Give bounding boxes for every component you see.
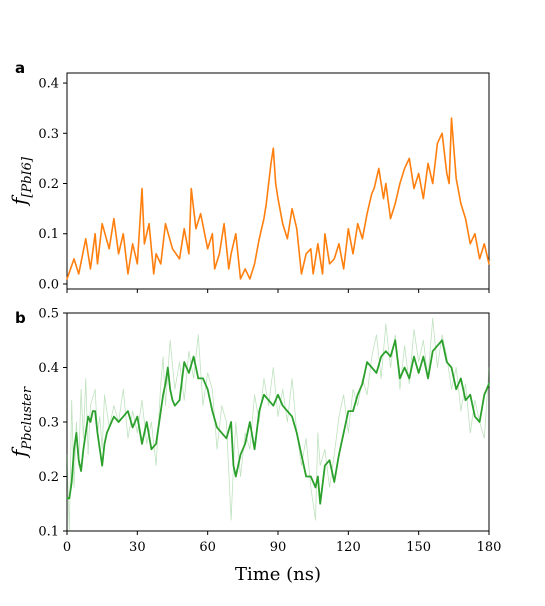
panel-b-x-tick-label: 150 bbox=[406, 540, 431, 555]
panel-b-label: b bbox=[15, 309, 26, 327]
panel-b-series bbox=[66, 318, 490, 532]
panel-b-raw-series-line bbox=[66, 318, 490, 532]
panel-a-y-ticks: 0.0 0.1 0.2 0.3 0.4 bbox=[38, 77, 67, 292]
panel-a-series bbox=[66, 117, 490, 280]
panel-b-x-ticks: 0 30 60 90 120 150 180 bbox=[63, 531, 502, 555]
panel-b-y-tick-label: 0.5 bbox=[38, 307, 59, 322]
panel-b-y-tick-label: 0.4 bbox=[38, 361, 59, 376]
panel-a-y-axis-label: f[PbI6] bbox=[7, 156, 35, 207]
panel-b-x-tick-label: 90 bbox=[270, 540, 287, 555]
panel-b-ylabel-sub: Pbcluster bbox=[20, 386, 35, 450]
panel-b: b 0.1 0.2 0.3 0.4 0.5 0 30 60 90 120 150 180 fPbcl… bbox=[7, 307, 501, 586]
panel-b-y-ticks: 0.1 0.2 0.3 0.4 0.5 bbox=[38, 307, 67, 540]
panel-a: a 0.0 0.1 0.2 0.3 0.4 f[PbI6] bbox=[7, 59, 490, 293]
panel-b-x-tick-label: 120 bbox=[336, 540, 361, 555]
panel-a-y-tick-label: 0.3 bbox=[38, 127, 59, 142]
panel-a-series-line bbox=[66, 117, 490, 280]
panel-b-y-tick-label: 0.2 bbox=[38, 470, 59, 485]
panel-b-x-tick-label: 60 bbox=[199, 540, 216, 555]
panel-b-x-tick-label: 0 bbox=[63, 540, 71, 555]
panel-b-y-axis-label: fPbcluster bbox=[7, 386, 35, 459]
panel-b-x-tick-label: 180 bbox=[477, 540, 502, 555]
panel-b-y-tick-label: 0.1 bbox=[38, 525, 59, 540]
panel-a-ylabel-sub: [PbI6] bbox=[20, 156, 35, 198]
panel-a-x-ticks bbox=[66, 289, 490, 293]
panel-a-y-tick-label: 0.2 bbox=[38, 177, 59, 192]
panel-b-y-tick-label: 0.3 bbox=[38, 416, 59, 431]
panel-a-y-tick-label: 0.0 bbox=[38, 277, 59, 292]
panel-a-label: a bbox=[15, 59, 25, 77]
panel-b-x-tick-label: 30 bbox=[129, 540, 146, 555]
panel-a-y-tick-label: 0.1 bbox=[38, 227, 59, 242]
x-axis-title: Time (ns) bbox=[235, 564, 321, 585]
panel-a-y-tick-label: 0.4 bbox=[38, 77, 59, 92]
panel-b-smoothed-series-line bbox=[66, 339, 490, 505]
